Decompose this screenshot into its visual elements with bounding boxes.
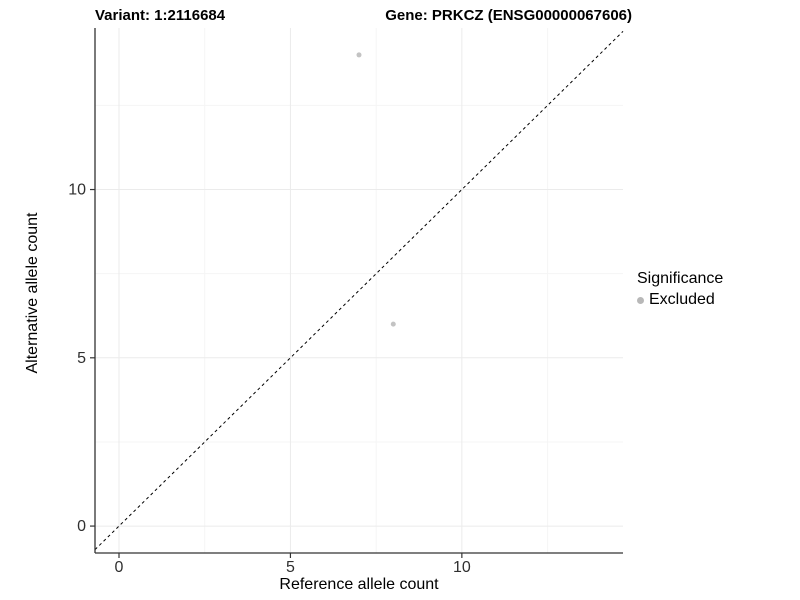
y-tick-label: 10: [68, 182, 86, 199]
legend: Significance Excluded: [637, 270, 723, 309]
y-tick-label: 5: [77, 350, 86, 367]
x-tick-label: 5: [286, 559, 295, 576]
plot-title: Variant: 1:2116684 Gene: PRKCZ (ENSG0000…: [95, 7, 632, 24]
legend-item-label: Excluded: [649, 291, 715, 308]
x-tick-label: 10: [453, 559, 471, 576]
plot-title-gene: Gene: PRKCZ (ENSG00000067606): [385, 7, 632, 24]
y-tick-label: 0: [77, 518, 86, 535]
data-point: [356, 52, 362, 58]
x-axis-title: Reference allele count: [279, 576, 439, 593]
legend-title: Significance: [637, 270, 724, 287]
identity-line: [94, 31, 624, 550]
plot-title-variant: Variant: 1:2116684: [95, 7, 226, 24]
data-point: [390, 321, 396, 327]
legend-point-swatch: [637, 296, 644, 304]
y-axis-title: Alternative allele count: [24, 212, 41, 374]
x-tick-label: 0: [115, 559, 124, 576]
legend-item-excluded: Excluded: [637, 291, 723, 309]
